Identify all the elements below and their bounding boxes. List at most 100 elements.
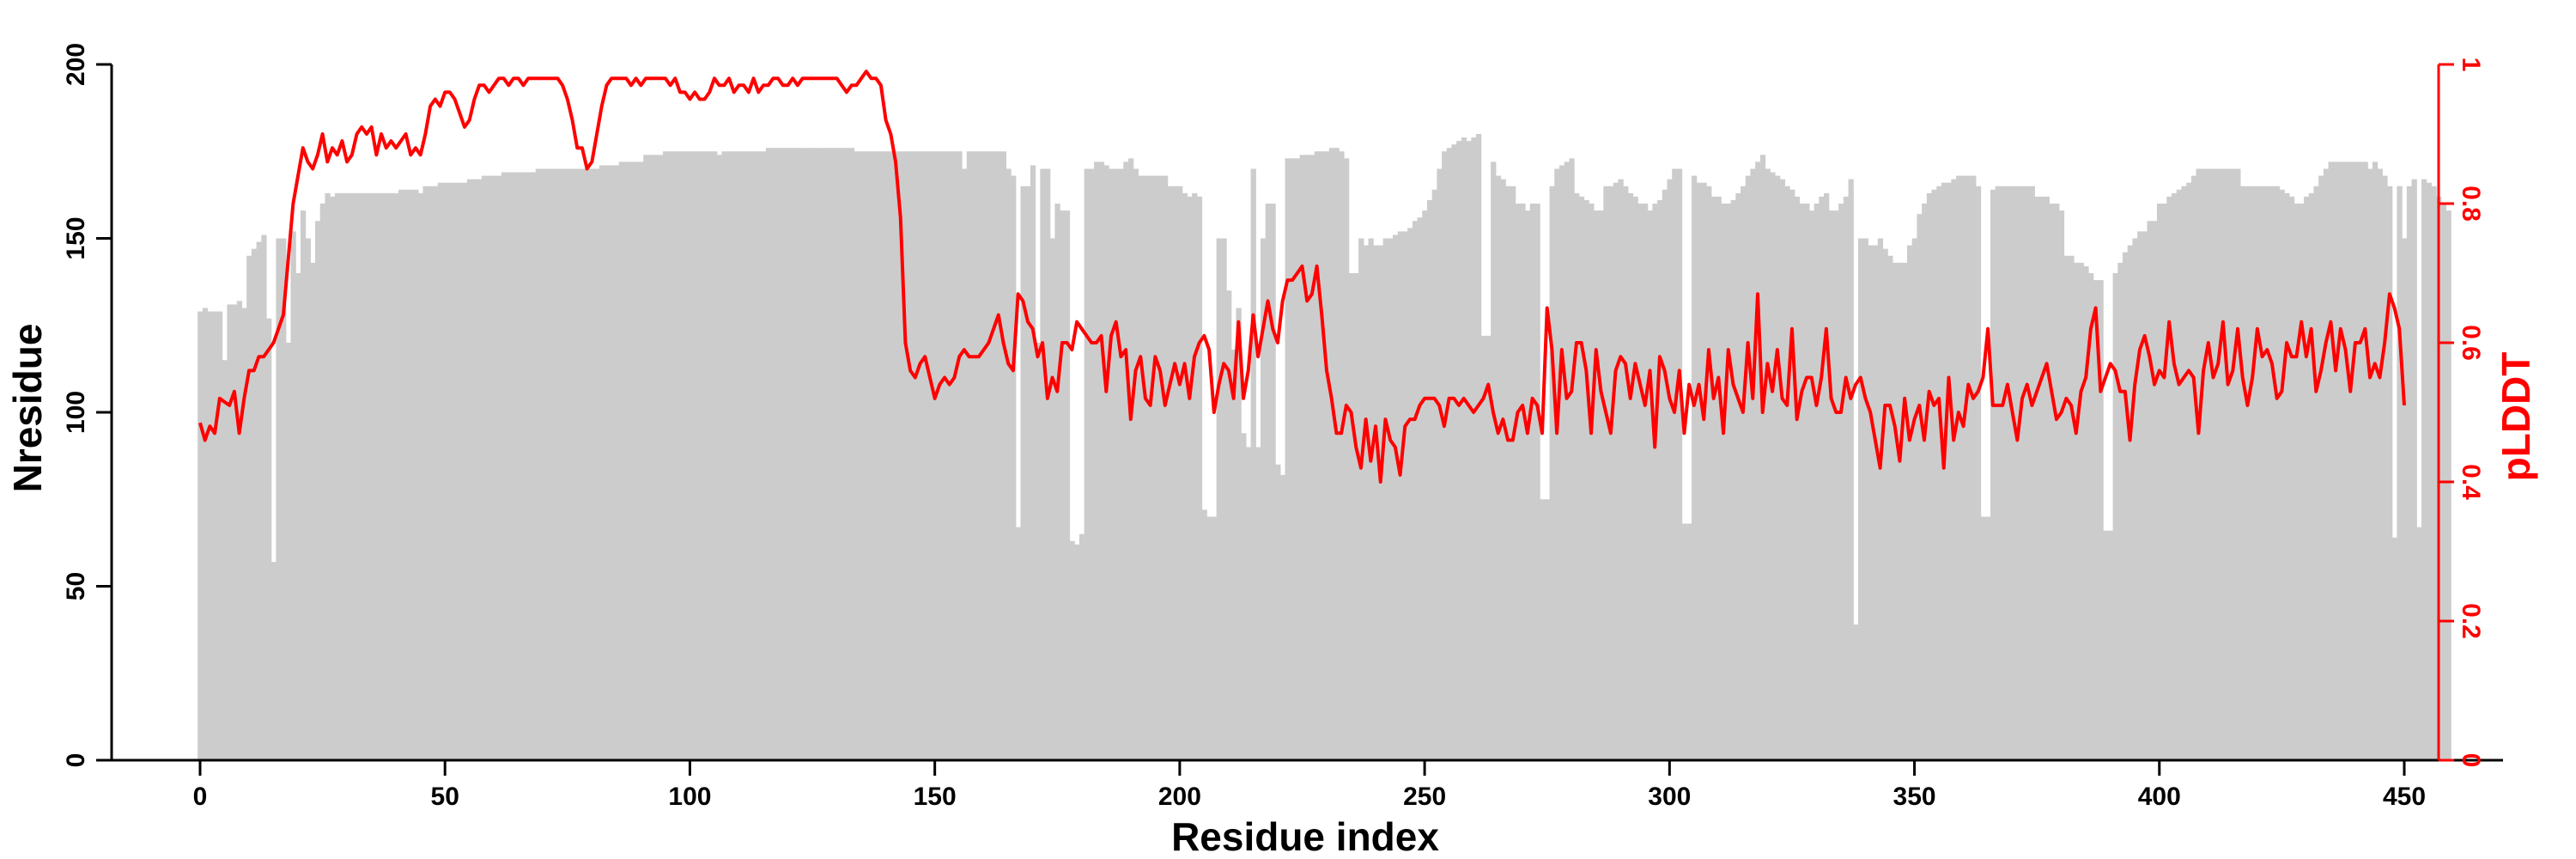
bar bbox=[383, 192, 390, 761]
bar bbox=[1828, 210, 1835, 761]
y2-tick-label: 0.2 bbox=[2457, 603, 2485, 639]
bar bbox=[413, 189, 419, 761]
bar bbox=[1755, 161, 1761, 760]
bar bbox=[2205, 168, 2212, 760]
bar bbox=[1583, 199, 1589, 760]
bar bbox=[1554, 168, 1560, 760]
bar bbox=[1324, 151, 1330, 760]
bar bbox=[1407, 228, 1413, 761]
bar bbox=[511, 172, 517, 761]
bar bbox=[2014, 186, 2020, 760]
bar bbox=[1089, 168, 1095, 760]
bar bbox=[477, 179, 483, 760]
bar bbox=[2221, 168, 2227, 760]
bar bbox=[1422, 210, 1428, 761]
bar bbox=[555, 168, 561, 760]
bar bbox=[805, 148, 811, 760]
bar bbox=[1236, 308, 1242, 760]
bar bbox=[1647, 210, 1653, 761]
bar bbox=[1965, 175, 1971, 761]
bar bbox=[883, 151, 890, 760]
bar bbox=[1045, 168, 1051, 760]
bar bbox=[1804, 204, 1810, 760]
bar bbox=[971, 151, 977, 760]
bar bbox=[584, 168, 591, 760]
y2-tick-label: 1 bbox=[2457, 58, 2485, 72]
bar bbox=[1030, 165, 1036, 760]
bar bbox=[1290, 158, 1296, 761]
bar bbox=[1759, 155, 1766, 761]
bar bbox=[677, 151, 683, 760]
bar bbox=[1598, 210, 1604, 761]
bar bbox=[1397, 231, 1404, 760]
bar bbox=[1211, 516, 1218, 760]
bar bbox=[2107, 530, 2114, 760]
bar bbox=[1270, 204, 1276, 760]
bar bbox=[486, 175, 493, 761]
bar bbox=[1133, 168, 1139, 760]
bar bbox=[932, 151, 939, 760]
bar bbox=[2054, 204, 2060, 760]
bar bbox=[761, 151, 767, 760]
bar bbox=[1353, 273, 1359, 760]
bar bbox=[2083, 265, 2089, 760]
bar bbox=[2337, 161, 2344, 760]
bar bbox=[2005, 186, 2011, 760]
bar bbox=[2391, 537, 2398, 760]
bar bbox=[212, 311, 218, 760]
bar bbox=[2088, 273, 2094, 760]
bar bbox=[1799, 204, 1805, 760]
bar bbox=[756, 151, 762, 760]
bars-layer bbox=[197, 134, 2451, 761]
bar bbox=[1500, 179, 1506, 760]
bar bbox=[1138, 175, 1144, 761]
bar bbox=[1848, 179, 1854, 760]
bar bbox=[1676, 168, 1683, 760]
bar bbox=[1510, 186, 1516, 760]
bar bbox=[1294, 158, 1301, 761]
bar bbox=[1358, 238, 1364, 760]
bar bbox=[491, 175, 497, 761]
y-axis-title: Nresidue bbox=[5, 324, 50, 493]
bar bbox=[354, 192, 360, 761]
bar bbox=[216, 311, 223, 760]
bar bbox=[1152, 175, 1158, 761]
bar bbox=[995, 151, 1002, 760]
bar bbox=[1339, 151, 1345, 760]
bar bbox=[368, 192, 375, 761]
bar bbox=[2190, 175, 2197, 761]
bar bbox=[1275, 464, 1281, 760]
bar bbox=[1819, 196, 1825, 760]
bar bbox=[2342, 161, 2348, 760]
bar bbox=[1857, 238, 1864, 760]
bar bbox=[202, 308, 209, 760]
y-tick-label: 100 bbox=[62, 391, 90, 434]
bar bbox=[2172, 192, 2178, 761]
bar bbox=[1613, 182, 1619, 760]
bar bbox=[290, 231, 296, 760]
bar bbox=[1603, 186, 1609, 760]
bar bbox=[1167, 186, 1173, 760]
x-tick-label: 450 bbox=[2383, 783, 2426, 811]
bar bbox=[1461, 137, 1467, 761]
bar bbox=[2009, 186, 2016, 760]
bar bbox=[799, 148, 806, 760]
bar bbox=[1147, 175, 1154, 761]
bar bbox=[1917, 214, 1923, 760]
bar bbox=[398, 189, 404, 761]
bar bbox=[868, 151, 874, 760]
bar bbox=[2348, 161, 2354, 760]
bar bbox=[1177, 186, 1183, 760]
bar bbox=[285, 343, 292, 760]
bar bbox=[2098, 280, 2104, 761]
bar bbox=[428, 186, 434, 760]
bar bbox=[501, 172, 507, 761]
bar bbox=[1946, 182, 1952, 760]
bar bbox=[1730, 199, 1736, 760]
bar bbox=[466, 179, 473, 760]
bar bbox=[1574, 192, 1580, 761]
bar bbox=[232, 304, 238, 760]
bar bbox=[276, 238, 282, 760]
bar bbox=[531, 172, 537, 761]
bar bbox=[2274, 186, 2281, 760]
